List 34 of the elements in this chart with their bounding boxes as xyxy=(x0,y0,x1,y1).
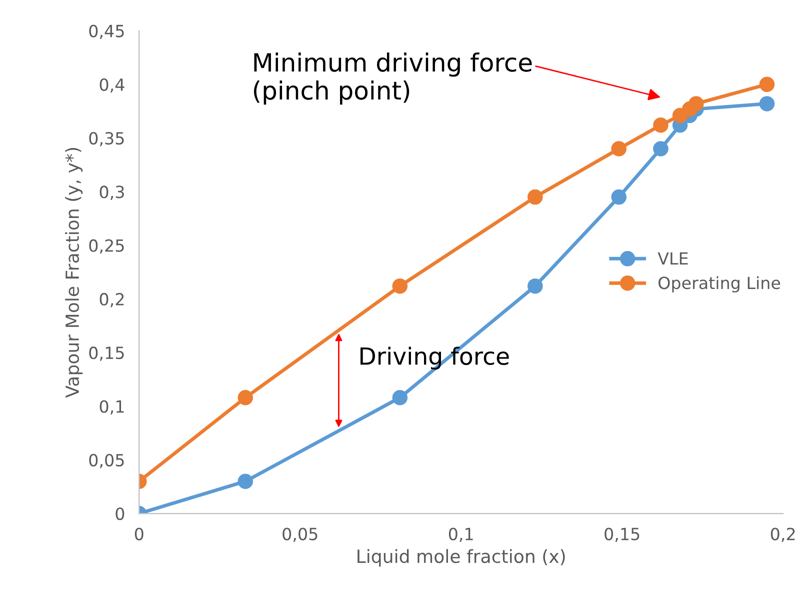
point xyxy=(653,118,668,133)
point xyxy=(688,96,704,112)
point xyxy=(528,278,543,294)
y-tick-label: 0 xyxy=(116,507,124,520)
annotation: Driving force xyxy=(360,346,509,370)
y-tick-label: 0,15 xyxy=(89,346,124,361)
y-tick-label: 0,3 xyxy=(100,186,124,200)
point xyxy=(653,141,668,156)
point xyxy=(611,141,627,156)
point xyxy=(238,390,254,406)
legend-label: Operating Line xyxy=(658,276,780,292)
x-tick-label: 0,05 xyxy=(282,528,318,542)
x-tick-label: 0,2 xyxy=(770,528,795,542)
y-tick-label: 0,4 xyxy=(100,78,124,93)
point xyxy=(759,96,775,112)
x-axis-title: Liquid mole fraction (x) xyxy=(358,549,565,567)
y-tick-label: 0,1 xyxy=(100,400,124,415)
point xyxy=(392,278,408,294)
y-tick-label: 0,2 xyxy=(100,292,124,308)
annotation: Minimum driving force (pinch point) xyxy=(254,52,532,105)
y-tick-label: 0,35 xyxy=(89,132,124,146)
x-tick-label: 0 xyxy=(134,528,144,540)
y-tick-label: 0,45 xyxy=(89,24,124,40)
point xyxy=(392,390,408,406)
legend-label: VLE xyxy=(658,252,688,265)
point xyxy=(611,189,627,205)
x-tick-label: 0,1 xyxy=(448,528,473,542)
point xyxy=(238,474,254,489)
point xyxy=(759,76,775,92)
x-tick-label: 0,15 xyxy=(604,528,640,542)
point xyxy=(528,189,543,205)
y-axis-title: Vapour Mole Fraction (y, y*) xyxy=(65,148,83,398)
y-tick-label: 0,05 xyxy=(89,454,124,468)
y-tick-label: 0,25 xyxy=(89,239,124,254)
